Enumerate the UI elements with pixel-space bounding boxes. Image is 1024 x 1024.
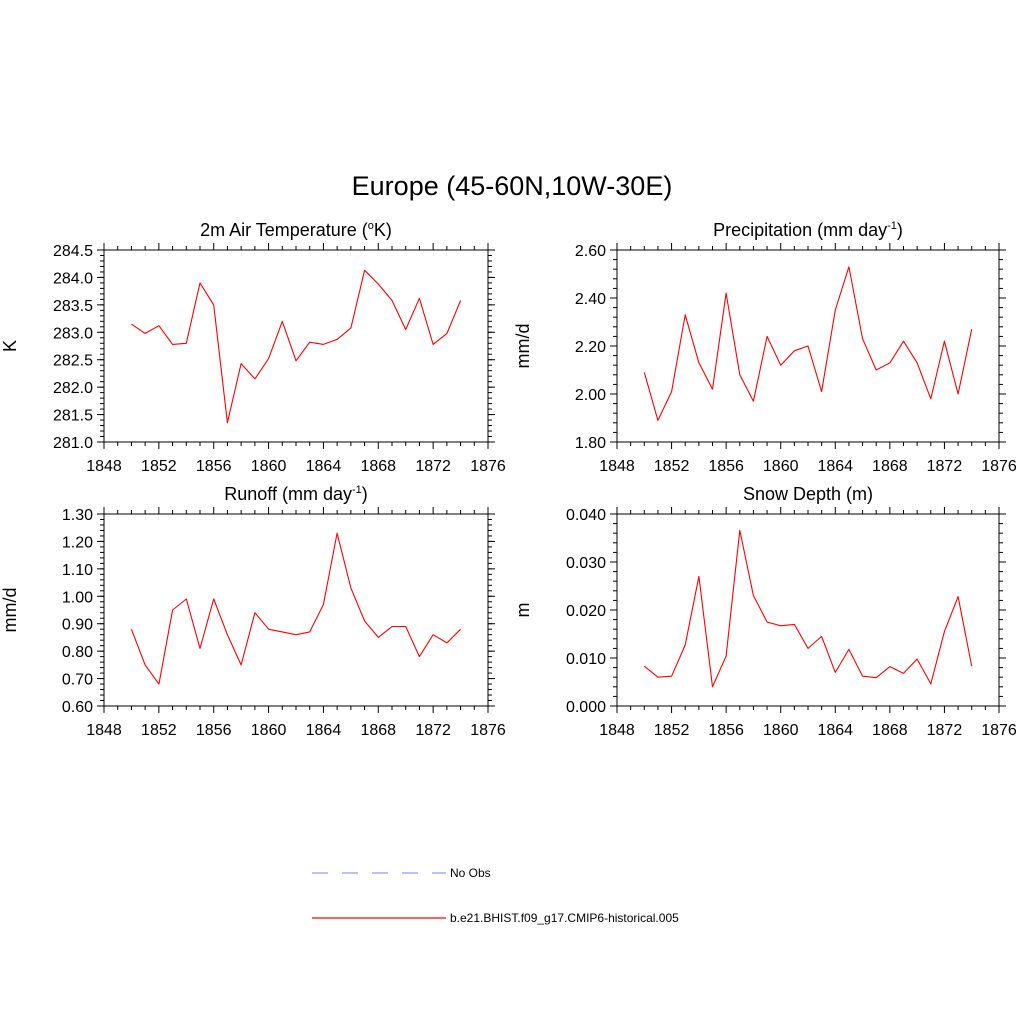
panels: 2m Air Temperature (oK) K 1848 1852 1856 1860… — [0, 220, 1017, 739]
x-tick-label: 1876 — [470, 722, 506, 739]
x-tick-label: 1852 — [654, 458, 690, 475]
y-axis-label: mm/d — [513, 324, 533, 369]
plot-frame — [103, 249, 489, 443]
x-tick-label: 1872 — [415, 458, 451, 475]
y-tick-label: 2.00 — [575, 387, 606, 404]
y-axis-label: K — [0, 340, 20, 352]
y-tick-label: 284.5 — [53, 243, 93, 260]
x-tick-label: 1860 — [763, 458, 799, 475]
x-tick-label: 1876 — [981, 458, 1017, 475]
y-tick-label: 282.0 — [53, 380, 93, 397]
panel-title: Runoff (mm day-1) — [224, 484, 368, 504]
panel-title-text: Runoff (mm day — [224, 484, 352, 504]
x-tick-label: 1876 — [981, 722, 1017, 739]
panel-1: 2m Air Temperature (oK) K 1848 1852 1856 1860… — [0, 220, 506, 475]
x-tick-label: 1868 — [360, 722, 396, 739]
x-tick-label: 1848 — [599, 722, 635, 739]
plot-frame — [616, 513, 1000, 707]
x-tick-label: 1872 — [415, 722, 451, 739]
x-tick-label: 1856 — [196, 458, 232, 475]
y-tick-label: 0.000 — [566, 699, 606, 716]
x-tick-label: 1872 — [927, 458, 963, 475]
y-tick-label: 0.010 — [566, 651, 606, 668]
y-tick-label: 0.60 — [62, 699, 93, 716]
y-tick-label: 1.10 — [62, 562, 93, 579]
panel-title-text: 2m Air Temperature ( — [200, 220, 368, 240]
y-tick-label: 281.0 — [53, 435, 93, 452]
panel-title: 2m Air Temperature (oK) — [200, 220, 392, 240]
y-tick-label: 284.0 — [53, 270, 93, 287]
panel-title-text: Precipitation (mm day — [713, 220, 887, 240]
y-axis-label: m — [513, 603, 533, 618]
x-tick-label: 1856 — [708, 458, 744, 475]
y-tick-label: 0.020 — [566, 603, 606, 620]
x-tick-label: 1864 — [817, 458, 853, 475]
panel-4: Snow Depth (m) m 1848 1852 1856 1860 1864 1868 1… — [513, 484, 1017, 739]
x-tick-label: 1852 — [141, 458, 177, 475]
y-tick-label: 2.60 — [575, 243, 606, 260]
legend-label: No Obs — [450, 866, 491, 880]
panel-title-superscript: -1 — [887, 220, 897, 232]
plot-frame — [103, 513, 489, 707]
y-tick-label: 0.80 — [62, 644, 93, 661]
x-tick-label: 1856 — [196, 722, 232, 739]
x-tick-label: 1860 — [251, 458, 287, 475]
x-tick-label: 1872 — [927, 722, 963, 739]
y-tick-label: 0.030 — [566, 555, 606, 572]
x-tick-label: 1856 — [708, 722, 744, 739]
y-tick-label: 0.040 — [566, 507, 606, 524]
y-tick-label: 281.5 — [53, 408, 93, 425]
panel-title-superscript: -1 — [352, 484, 362, 496]
legend: No Obs b.e21.BHIST.f09_g17.CMIP6-historic… — [312, 866, 679, 925]
panel-title-suffix: K) — [374, 220, 392, 240]
x-tick-label: 1860 — [763, 722, 799, 739]
y-tick-label: 1.20 — [62, 534, 93, 551]
panel-title: Precipitation (mm day-1) — [713, 220, 903, 240]
x-tick-label: 1868 — [872, 722, 908, 739]
x-tick-label: 1848 — [86, 722, 122, 739]
series-line — [643, 529, 973, 688]
y-tick-label: 283.5 — [53, 298, 93, 315]
panel-title-suffix: ) — [897, 220, 903, 240]
x-tick-label: 1864 — [306, 722, 342, 739]
y-tick-label: 1.80 — [575, 435, 606, 452]
x-tick-label: 1864 — [306, 458, 342, 475]
y-tick-label: 2.40 — [575, 291, 606, 308]
panel-title-suffix: ) — [362, 484, 368, 504]
y-tick-label: 0.70 — [62, 672, 93, 689]
x-tick-label: 1848 — [599, 458, 635, 475]
x-tick-label: 1852 — [141, 722, 177, 739]
panel-3: Runoff (mm day-1) mm/d 1848 1852 1856 1860 186… — [0, 484, 506, 739]
x-tick-label: 1864 — [817, 722, 853, 739]
panel-title: Snow Depth (m) — [743, 484, 873, 504]
y-tick-label: 283.0 — [53, 325, 93, 342]
y-tick-label: 0.90 — [62, 617, 93, 634]
legend-label: b.e21.BHIST.f09_g17.CMIP6-historical.005 — [450, 911, 679, 925]
x-tick-label: 1848 — [86, 458, 122, 475]
y-tick-label: 282.5 — [53, 353, 93, 370]
panel-title-text: Snow Depth (m) — [743, 484, 873, 504]
series-line — [643, 266, 973, 421]
x-tick-label: 1868 — [360, 458, 396, 475]
series-line — [131, 269, 462, 424]
figure-title: Europe (45-60N,10W-30E) — [352, 171, 673, 201]
y-tick-label: 1.00 — [62, 589, 93, 606]
x-tick-label: 1860 — [251, 722, 287, 739]
y-tick-label: 1.30 — [62, 507, 93, 524]
series-line — [130, 532, 461, 685]
x-tick-label: 1868 — [872, 458, 908, 475]
y-axis-label: mm/d — [0, 588, 20, 633]
panel-2: Precipitation (mm day-1) mm/d 1848 1852 1856… — [513, 220, 1017, 475]
y-tick-label: 2.20 — [575, 339, 606, 356]
x-tick-label: 1876 — [470, 458, 506, 475]
x-tick-label: 1852 — [654, 722, 690, 739]
panel-title-superscript: o — [368, 220, 374, 232]
